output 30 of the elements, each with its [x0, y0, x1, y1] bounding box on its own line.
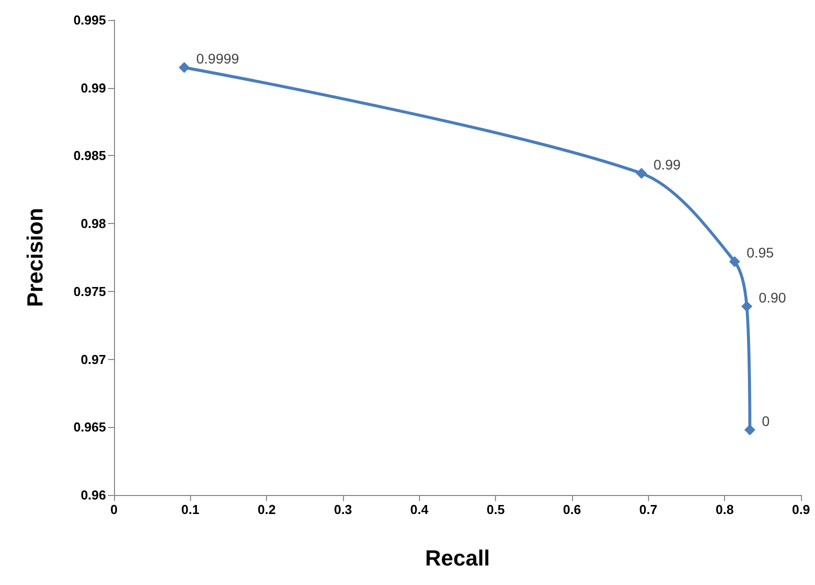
x-tick-label: 0.4: [410, 502, 430, 517]
x-tick-label: 0.1: [181, 502, 200, 517]
y-tick-label: 0.985: [73, 148, 106, 164]
x-tick-label: 0.7: [639, 502, 658, 517]
point: [741, 300, 752, 312]
y-tick-label: 0.975: [73, 284, 106, 299]
point: [178, 62, 190, 73]
x-tick-label: 0.3: [334, 502, 352, 517]
annotation: 0.95: [746, 244, 774, 261]
y-tick-label: 0.99: [80, 80, 106, 96]
annotation: 0.99: [653, 156, 681, 172]
y-tick-label: 0.995: [73, 12, 106, 28]
point: [744, 424, 756, 436]
x-tick-label: 0: [110, 502, 118, 517]
y-tick-label: 0.96: [80, 488, 106, 502]
annotation: 0: [762, 412, 770, 429]
y-axis-title: Precision: [22, 208, 48, 308]
x-tick-label: 0.6: [562, 502, 582, 517]
x-tick-label: 0.5: [486, 502, 505, 517]
y-tick-label: 0.97: [80, 352, 106, 367]
x-axis-title: Recall: [425, 546, 490, 570]
annotation: 0.9999: [196, 50, 240, 66]
point: [636, 168, 647, 179]
x-tick-label: 0.9: [792, 502, 810, 517]
x-tick-label: 0.2: [258, 502, 276, 517]
y-tick-label: 0.98: [80, 216, 106, 232]
y-tick-label: 0.965: [73, 420, 106, 435]
x-tick-label: 0.8: [716, 502, 734, 517]
point: [729, 256, 740, 268]
annotation: 0.90: [758, 289, 786, 306]
